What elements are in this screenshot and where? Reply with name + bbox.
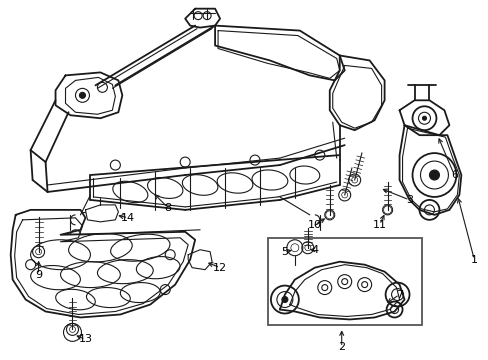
Text: 2: 2 <box>338 342 345 352</box>
Bar <box>267 238 422 325</box>
Text: 13: 13 <box>78 334 92 345</box>
Text: 7: 7 <box>395 289 402 300</box>
Text: 8: 8 <box>164 203 171 213</box>
Circle shape <box>281 297 287 302</box>
Text: 5: 5 <box>281 247 288 257</box>
Circle shape <box>80 92 85 98</box>
Text: 3: 3 <box>405 195 412 205</box>
Circle shape <box>422 116 426 120</box>
Text: 11: 11 <box>372 220 386 230</box>
Text: 12: 12 <box>213 263 226 273</box>
Text: 10: 10 <box>307 220 321 230</box>
Text: 1: 1 <box>470 255 477 265</box>
Circle shape <box>428 170 439 180</box>
Text: 4: 4 <box>310 245 318 255</box>
Text: 14: 14 <box>121 213 135 223</box>
Text: 9: 9 <box>35 270 42 280</box>
Text: 6: 6 <box>450 170 457 180</box>
